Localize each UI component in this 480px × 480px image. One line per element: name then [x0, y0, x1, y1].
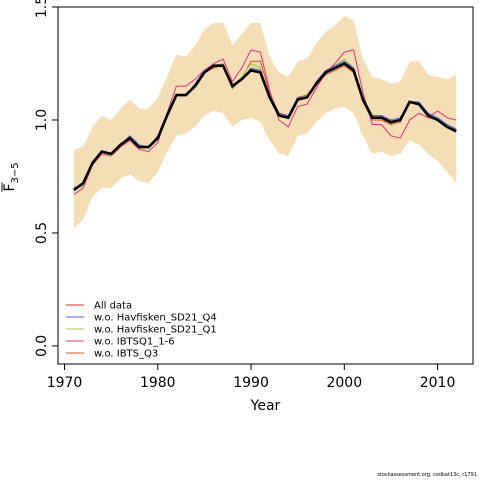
- main-estimate-line: [73, 61, 457, 192]
- x-tick-label: 1990: [233, 375, 269, 391]
- y-tick-label: 1.0: [34, 109, 50, 131]
- x-tick-label: 1980: [140, 375, 176, 391]
- y-tick-label: 0.5: [34, 222, 50, 244]
- y-axis-title: F3−5: [1, 162, 21, 192]
- y-axis-title-main: F: [2, 183, 18, 191]
- legend-label: w.o. IBTSQ1_1-6: [94, 337, 175, 348]
- main-estimate-layer: [73, 61, 457, 192]
- x-axis: 1970 1980 1990 2000 2010: [47, 363, 456, 391]
- x-tick-label: 1970: [47, 375, 83, 391]
- confidence-band: [73, 16, 457, 229]
- y-axis: 0.0 0.5 1.0 1.5: [34, 0, 59, 357]
- credit-text: stockassessment.org, codkat13c, r1791: [377, 472, 477, 478]
- x-tick-label: 2000: [326, 375, 362, 391]
- legend-label: w.o. IBTS_Q3: [94, 349, 158, 360]
- legend-label: All data: [94, 301, 132, 312]
- y-axis-title-text: F3−5: [2, 162, 21, 191]
- confidence-band-layer: [73, 16, 457, 229]
- legend-label: w.o. Havfisken_SD21_Q1: [94, 325, 217, 336]
- y-axis-title-sub: 3−5: [10, 162, 21, 183]
- x-axis-title: Year: [250, 398, 281, 414]
- legend-label: w.o. Havfisken_SD21_Q4: [94, 313, 217, 324]
- y-tick-label: 1.5: [34, 0, 50, 18]
- y-tick-label: 0.0: [34, 335, 50, 357]
- series-line-w-o-ibtsq1-1-6: [73, 49, 457, 195]
- x-tick-label: 2010: [420, 375, 456, 391]
